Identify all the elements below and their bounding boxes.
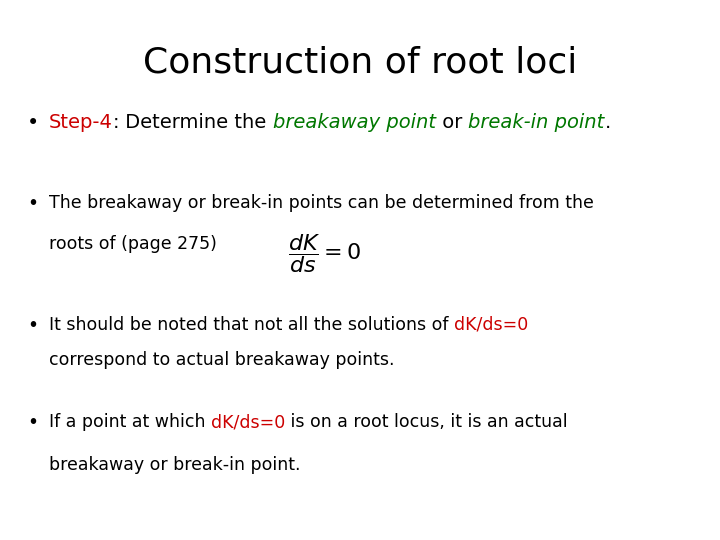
Text: or: or [436, 113, 469, 132]
Text: dK/ds=0: dK/ds=0 [211, 413, 285, 431]
Text: Step-4: Step-4 [49, 113, 113, 132]
Text: :: : [113, 113, 120, 132]
Text: breakaway or break-in point.: breakaway or break-in point. [49, 456, 300, 474]
Text: .: . [605, 113, 611, 132]
Text: •: • [27, 194, 38, 213]
Text: If a point at which: If a point at which [49, 413, 211, 431]
Text: Construction of root loci: Construction of root loci [143, 46, 577, 80]
Text: dK/ds=0: dK/ds=0 [454, 316, 528, 334]
Text: •: • [27, 316, 38, 335]
Text: break-in point: break-in point [469, 113, 605, 132]
Text: $\dfrac{dK}{ds}=0$: $\dfrac{dK}{ds}=0$ [288, 232, 361, 275]
Text: is on a root locus, it is an actual: is on a root locus, it is an actual [285, 413, 568, 431]
Text: The breakaway or break-in points can be determined from the: The breakaway or break-in points can be … [49, 194, 594, 212]
Text: •: • [27, 413, 38, 432]
Text: Determine the: Determine the [120, 113, 273, 132]
Text: It should be noted that not all the solutions of: It should be noted that not all the solu… [49, 316, 454, 334]
Text: roots of (page 275): roots of (page 275) [49, 235, 217, 253]
Text: breakaway point: breakaway point [273, 113, 436, 132]
Text: correspond to actual breakaway points.: correspond to actual breakaway points. [49, 351, 395, 369]
Text: •: • [27, 113, 40, 133]
